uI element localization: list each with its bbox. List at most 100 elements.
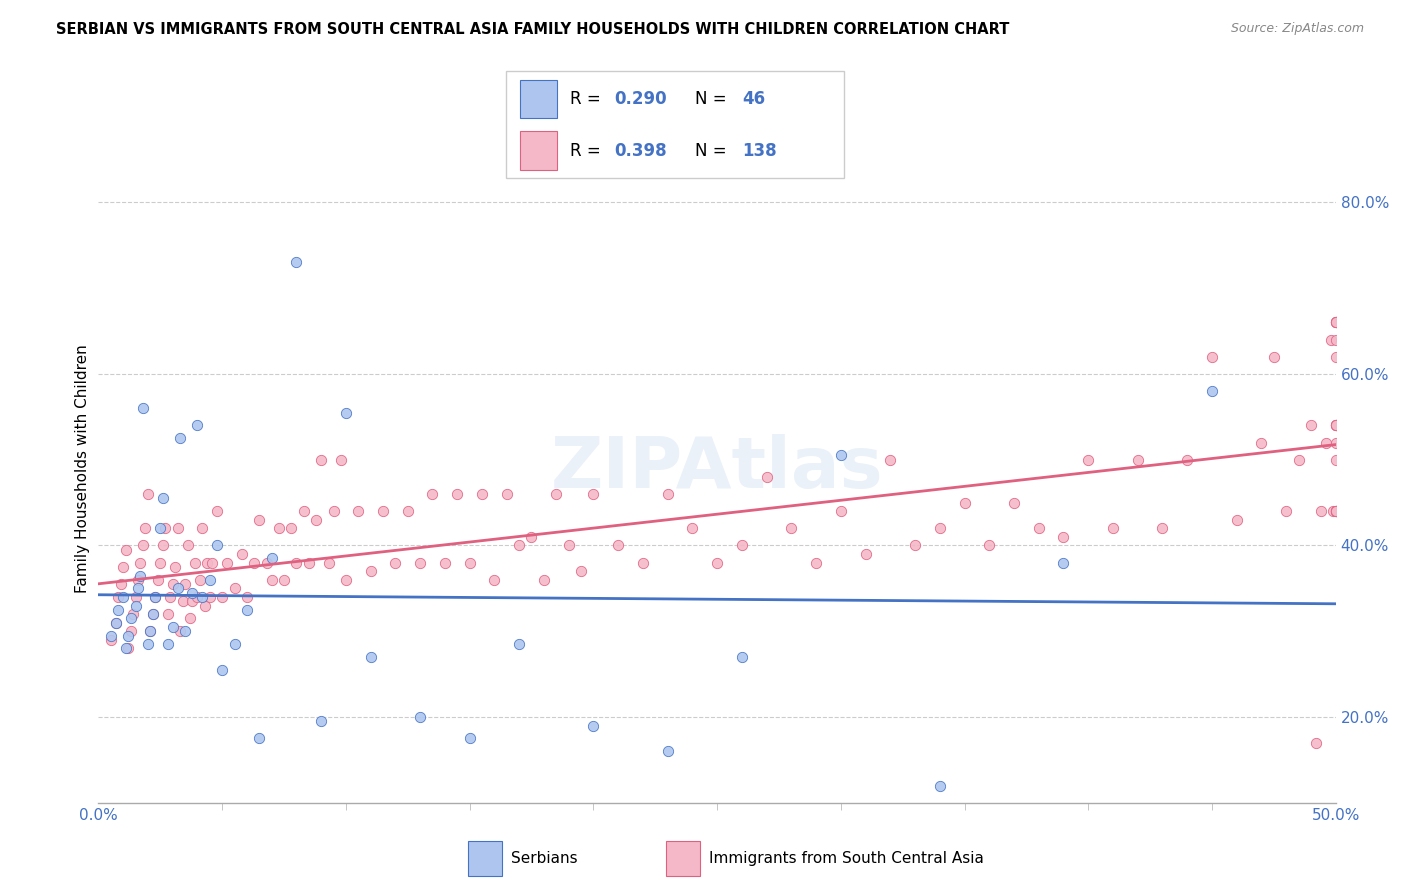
Point	[755, 470, 778, 484]
Point	[143, 590, 166, 604]
Point	[1052, 530, 1074, 544]
Text: R =: R =	[571, 90, 606, 108]
Point	[1324, 452, 1347, 467]
Point	[1324, 504, 1347, 518]
Point	[211, 663, 233, 677]
Point	[1275, 504, 1298, 518]
Point	[520, 530, 543, 544]
Point	[731, 650, 754, 665]
Point	[1152, 521, 1174, 535]
Point	[1322, 504, 1344, 518]
Point	[1324, 316, 1347, 330]
Bar	[666, 841, 700, 876]
Text: 138: 138	[742, 142, 778, 160]
Point	[181, 594, 204, 608]
Point	[211, 590, 233, 604]
Point	[136, 637, 159, 651]
Point	[1324, 504, 1347, 518]
Point	[122, 607, 145, 621]
Point	[205, 504, 228, 518]
Point	[409, 710, 432, 724]
Point	[236, 590, 259, 604]
Point	[114, 641, 136, 656]
Point	[1324, 316, 1347, 330]
Point	[1299, 418, 1322, 433]
Point	[107, 590, 129, 604]
Point	[205, 539, 228, 553]
Bar	[520, 131, 557, 169]
Point	[384, 556, 406, 570]
Point	[110, 577, 132, 591]
Point	[607, 539, 630, 553]
Point	[107, 603, 129, 617]
Point	[318, 556, 340, 570]
Point	[149, 521, 172, 535]
Point	[1324, 418, 1347, 433]
Point	[112, 560, 135, 574]
Point	[804, 556, 827, 570]
Text: N =: N =	[695, 90, 727, 108]
Point	[217, 556, 239, 570]
Text: ZIPAtlas: ZIPAtlas	[551, 434, 883, 503]
Point	[120, 624, 142, 639]
Point	[114, 542, 136, 557]
Point	[104, 615, 127, 630]
Point	[446, 487, 468, 501]
Point	[879, 452, 901, 467]
Point	[360, 564, 382, 578]
Point	[174, 624, 197, 639]
Point	[1250, 435, 1272, 450]
Point	[198, 590, 221, 604]
Point	[1102, 521, 1125, 535]
Point	[198, 573, 221, 587]
Point	[1324, 350, 1347, 364]
Point	[1324, 333, 1347, 347]
Point	[152, 491, 174, 506]
Point	[422, 487, 444, 501]
Point	[706, 556, 728, 570]
Point	[155, 521, 177, 535]
Point	[855, 547, 877, 561]
Point	[1263, 350, 1285, 364]
Point	[152, 539, 174, 553]
Point	[1324, 316, 1347, 330]
Text: Serbians: Serbians	[512, 851, 578, 866]
Point	[830, 449, 852, 463]
Point	[136, 487, 159, 501]
Point	[1324, 418, 1347, 433]
Point	[179, 611, 201, 625]
Point	[508, 637, 530, 651]
Point	[139, 624, 162, 639]
Point	[309, 452, 332, 467]
Point	[149, 556, 172, 570]
Point	[191, 590, 214, 604]
Point	[292, 504, 315, 518]
Point	[1324, 316, 1347, 330]
Point	[1324, 418, 1347, 433]
Text: Source: ZipAtlas.com: Source: ZipAtlas.com	[1230, 22, 1364, 36]
Point	[830, 504, 852, 518]
Point	[657, 744, 679, 758]
Point	[127, 573, 149, 587]
FancyBboxPatch shape	[506, 71, 844, 178]
Point	[928, 521, 950, 535]
Point	[1077, 452, 1099, 467]
Text: R =: R =	[571, 142, 606, 160]
Point	[1201, 384, 1223, 398]
Point	[100, 629, 122, 643]
Point	[156, 607, 179, 621]
Point	[1126, 452, 1149, 467]
Point	[309, 714, 332, 729]
Point	[335, 405, 357, 420]
Point	[188, 573, 211, 587]
Point	[273, 573, 295, 587]
Bar	[520, 80, 557, 119]
Point	[267, 521, 290, 535]
Text: 46: 46	[742, 90, 765, 108]
Point	[120, 611, 142, 625]
Point	[194, 599, 217, 613]
Point	[129, 568, 152, 582]
Point	[195, 556, 218, 570]
Point	[285, 556, 308, 570]
Point	[156, 637, 179, 651]
